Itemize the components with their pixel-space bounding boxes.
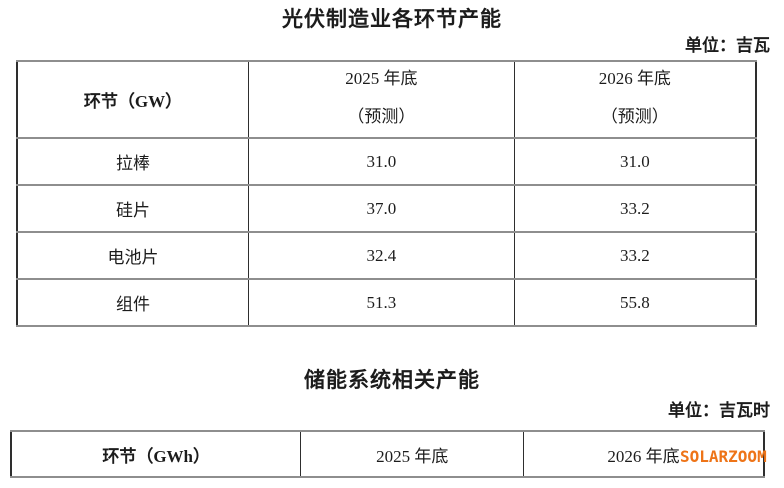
row-2026-value: 33.2 — [513, 184, 757, 233]
row-label: 组件 — [16, 278, 250, 327]
solarzoom-watermark: SOLARZOOM — [680, 447, 767, 466]
table-row: 电池片 32.4 33.2 — [16, 231, 757, 280]
pv-header-2025-forecast: 2025 年底 （预测） — [248, 60, 515, 139]
storage-header-2026: 2026 年底 — [523, 430, 765, 478]
pv-header-2025-line1: 2025 年底 — [345, 69, 418, 88]
row-2026-value: 33.2 — [513, 231, 757, 280]
pv-table-unit-label: 单位：吉瓦 — [685, 36, 770, 55]
pv-header-segment-gw: 环节（GW） — [16, 60, 250, 139]
pv-header-2026-forecast: 2026 年底 （预测） — [513, 60, 757, 139]
pv-header-2025-wrap: 2025 年底 （预测） — [250, 63, 514, 136]
storage-capacity-table: 环节（GWh） 2025 年底 2026 年底 — [10, 430, 765, 478]
storage-header-2025: 2025 年底 — [300, 430, 525, 478]
row-label: 硅片 — [16, 184, 250, 233]
row-2026-value: 31.0 — [513, 137, 757, 186]
pv-header-2026-line2: （预测） — [600, 107, 669, 126]
pv-header-2025-line2: （预测） — [347, 107, 416, 126]
table-row: 硅片 37.0 33.2 — [16, 184, 757, 233]
storage-header-segment-gwh: 环节（GWh） — [10, 430, 302, 478]
row-2025-value: 51.3 — [248, 278, 515, 327]
storage-table-unit-label: 单位：吉瓦时 — [668, 401, 770, 420]
row-label: 拉棒 — [16, 137, 250, 186]
row-label: 电池片 — [16, 231, 250, 280]
storage-table-header-row: 环节（GWh） 2025 年底 2026 年底 — [10, 430, 765, 478]
row-2025-value: 37.0 — [248, 184, 515, 233]
row-2026-value: 55.8 — [513, 278, 757, 327]
table-row: 组件 51.3 55.8 — [16, 278, 757, 327]
row-2025-value: 32.4 — [248, 231, 515, 280]
table-row: 拉棒 31.0 31.0 — [16, 137, 757, 186]
pv-header-2026-wrap: 2026 年底 （预测） — [515, 63, 755, 136]
pv-table-title: 光伏制造业各环节产能 — [282, 7, 502, 31]
pv-header-2026-line1: 2026 年底 — [598, 69, 671, 88]
storage-table-title: 储能系统相关产能 — [304, 368, 480, 392]
pv-capacity-table: 环节（GW） 2025 年底 （预测） 2026 年底 （预测） 拉棒 — [16, 60, 757, 327]
row-2025-value: 31.0 — [248, 137, 515, 186]
pv-table-header-row: 环节（GW） 2025 年底 （预测） 2026 年底 （预测） — [16, 60, 757, 139]
